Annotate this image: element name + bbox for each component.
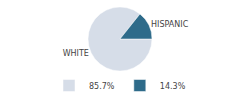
svg-text:HISPANIC: HISPANIC — [151, 20, 189, 29]
svg-text:85.7%: 85.7% — [89, 82, 115, 91]
svg-text:14.3%: 14.3% — [160, 82, 186, 91]
svg-text:WHITE: WHITE — [63, 49, 89, 58]
